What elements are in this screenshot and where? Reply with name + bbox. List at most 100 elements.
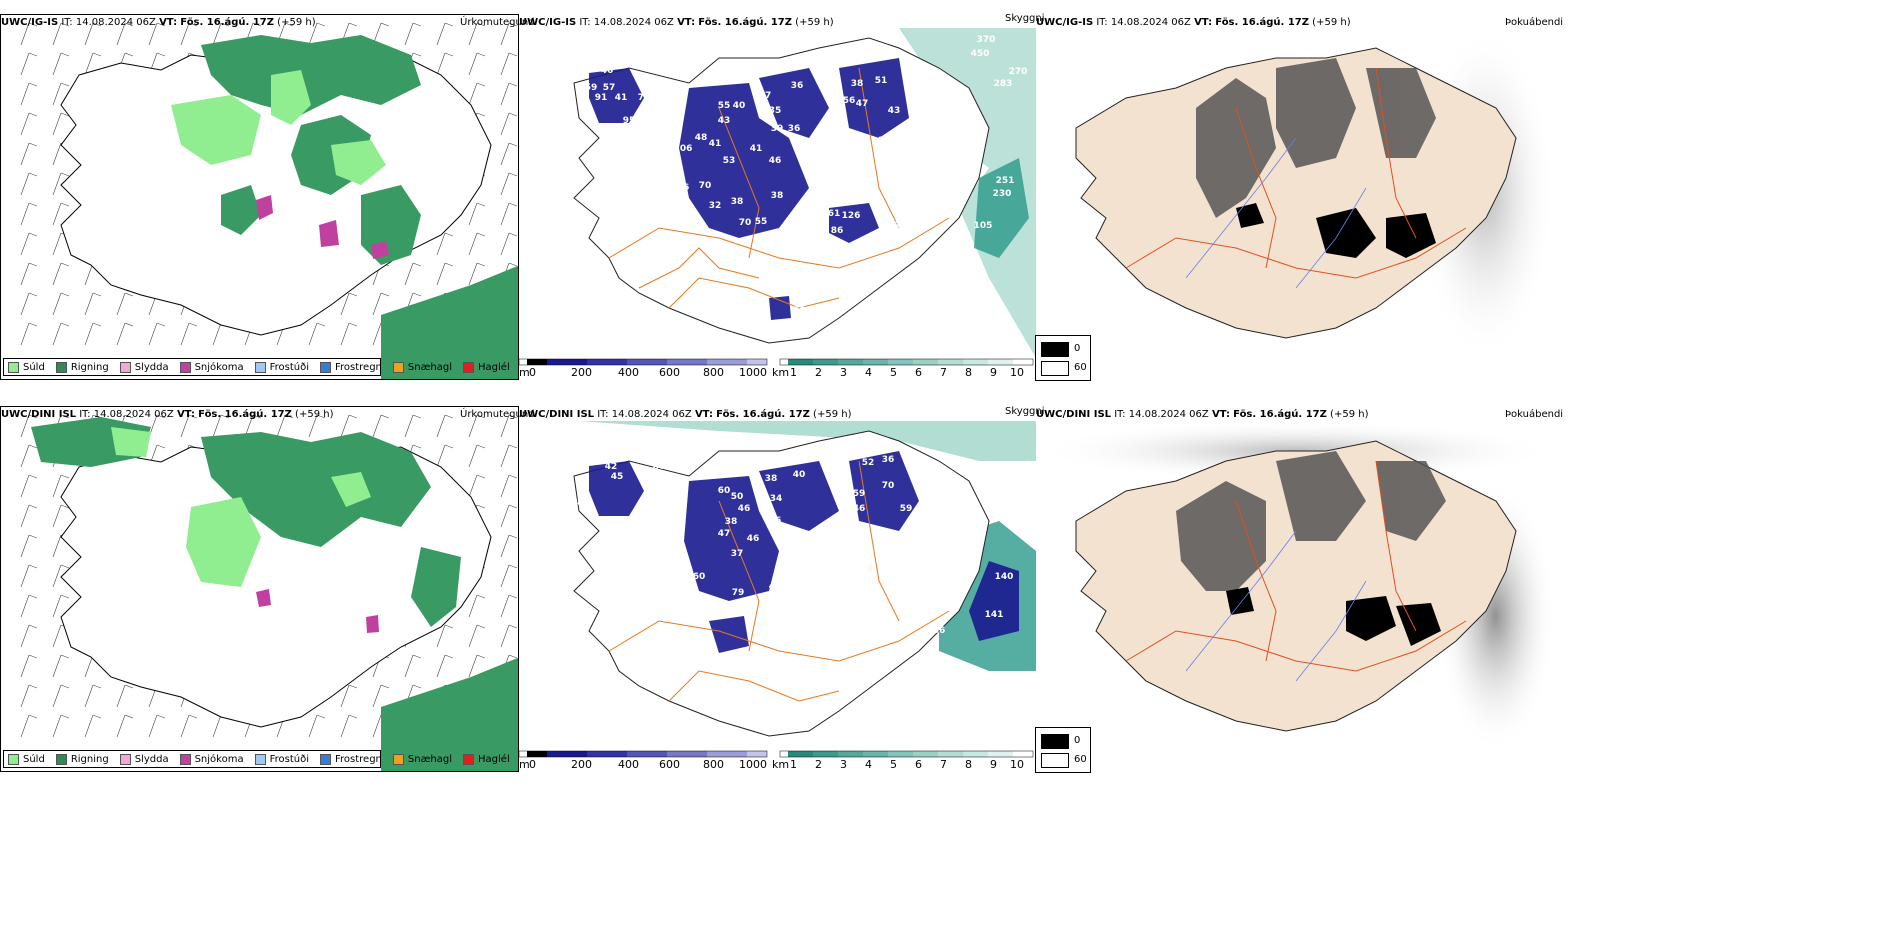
wind-barb (468, 202, 486, 226)
vis-value-label: 34 (770, 494, 783, 504)
vis-value-label: 141 (985, 610, 1004, 620)
wind-barb (20, 564, 38, 588)
wind-barb (20, 142, 38, 166)
row2-precip-panel: Súld Rigning Slydda Snjókoma Frostúði Fr… (0, 406, 519, 772)
row1-precip-panel: Súld Rigning Slydda Snjókoma Frostúði Fr… (0, 14, 519, 380)
vis-value-label: 86 (933, 626, 946, 636)
vis-value-label: 46 (769, 156, 782, 166)
vis-value-label: 50 (731, 492, 744, 502)
vis-value-label: 88 (571, 498, 584, 508)
vis-value-label: 95 (623, 116, 636, 126)
wind-barb (116, 322, 134, 346)
wind-barb (436, 654, 454, 678)
wind-barb (20, 444, 38, 468)
vis-value-label: 251 (996, 176, 1015, 186)
row2-name-fog: Þokuábendi (1505, 409, 1564, 420)
wind-barb (340, 684, 358, 708)
wind-barb (20, 474, 38, 498)
wind-barb (500, 444, 518, 468)
wind-barb (52, 202, 70, 226)
wind-barb (500, 414, 518, 438)
vis-value-label: 33 (832, 471, 845, 481)
wind-barb (276, 414, 294, 438)
wind-barb (340, 714, 358, 738)
vis-value-label: 41 (615, 93, 628, 103)
legend-item-snjokoma: Snjókoma (179, 753, 244, 765)
wind-barb (500, 232, 518, 256)
wind-barb (116, 22, 134, 46)
wind-barb (20, 504, 38, 528)
row1-title-fog: UWC/IG-IS IT: 14.08.2024 06Z VT: Fös. 16… (1036, 17, 1351, 28)
vis-value-label: 126 (842, 211, 861, 221)
wind-barb (52, 82, 70, 106)
vis-value-label: 70 (699, 181, 712, 191)
wind-barb (52, 564, 70, 588)
fog-map-1 (1075, 28, 1555, 358)
legend-item-rigning: Rigning (55, 361, 109, 373)
wind-barb (500, 534, 518, 558)
wind-barb (20, 172, 38, 196)
wind-barb (500, 202, 518, 226)
wind-barb (52, 262, 70, 286)
wind-barb (20, 232, 38, 256)
wind-barb (116, 292, 134, 316)
wind-barb (468, 82, 486, 106)
wind-barb (308, 714, 326, 738)
vis-value-label: 45 (615, 454, 628, 464)
vis-value-label: 41 (709, 139, 722, 149)
row1-fog-panel (1036, 28, 1555, 378)
wind-barb (436, 22, 454, 46)
row2-title-vis: UWC/DINI ISL IT: 14.08.2024 06Z VT: Fös.… (519, 409, 852, 420)
wind-barb (500, 624, 518, 648)
vis-value-label: 283 (994, 79, 1013, 89)
wind-barb (52, 714, 70, 738)
vis-value-label: 60 (718, 486, 731, 496)
wind-barb (340, 292, 358, 316)
wind-barb (20, 112, 38, 136)
vis-value-label: 40 (679, 569, 692, 579)
wind-barb (436, 624, 454, 648)
vis-value-label: 80 (653, 462, 666, 472)
vis-value-label: 46 (747, 534, 760, 544)
vis-value-label: 47 (856, 99, 869, 109)
wind-barb (468, 624, 486, 648)
legend-item-snaehagl: Snæhagl (392, 753, 452, 765)
vis-value-label: 38 (765, 474, 778, 484)
legend-item-frostudi: Frostúði (254, 361, 309, 373)
vis-value-label: 32 (709, 201, 722, 211)
vis-value-label: 79 (732, 588, 745, 598)
vis-value-label: 41 (750, 144, 763, 154)
row1-title-vis: UWC/IG-IS IT: 14.08.2024 06Z VT: Fös. 16… (519, 17, 834, 28)
row2-title-precip: UWC/DINI ISL IT: 14.08.2024 06Z VT: Fös.… (1, 409, 334, 420)
vis-value-label: 38 (771, 191, 784, 201)
vis-value-label: 47 (718, 529, 731, 539)
vis-value-label: 450 (971, 49, 990, 59)
wind-barb (84, 714, 102, 738)
vis-value-label: 270 (1009, 67, 1028, 77)
vis-value-label: 51 (875, 76, 888, 86)
vis-value-label: 43 (718, 116, 731, 126)
vis-value-label: 106 (674, 144, 693, 154)
wind-barb (468, 474, 486, 498)
wind-barb (308, 322, 326, 346)
vis-value-label: 140 (995, 572, 1014, 582)
wind-barb (148, 22, 166, 46)
vis-value-label: 46 (601, 66, 614, 76)
row2-vis-colorbar-km: km 1 2 3 4 5 6 7 8 9 10 (770, 750, 1035, 772)
row2-fog-panel (1036, 421, 1555, 771)
wind-barb (468, 594, 486, 618)
wind-barb (52, 52, 70, 76)
vis-value-label: 36 (788, 124, 801, 134)
vis-value-label: 38 (731, 197, 744, 207)
vis-value-label: 68 (591, 46, 604, 56)
wind-barb (116, 714, 134, 738)
vis-value-label: 57 (603, 83, 616, 93)
vis-value-label: 89 (888, 221, 901, 231)
wind-barb (500, 594, 518, 618)
wind-barb (500, 172, 518, 196)
wind-barb (20, 292, 38, 316)
wind-barb (52, 112, 70, 136)
wind-barb (404, 654, 422, 678)
